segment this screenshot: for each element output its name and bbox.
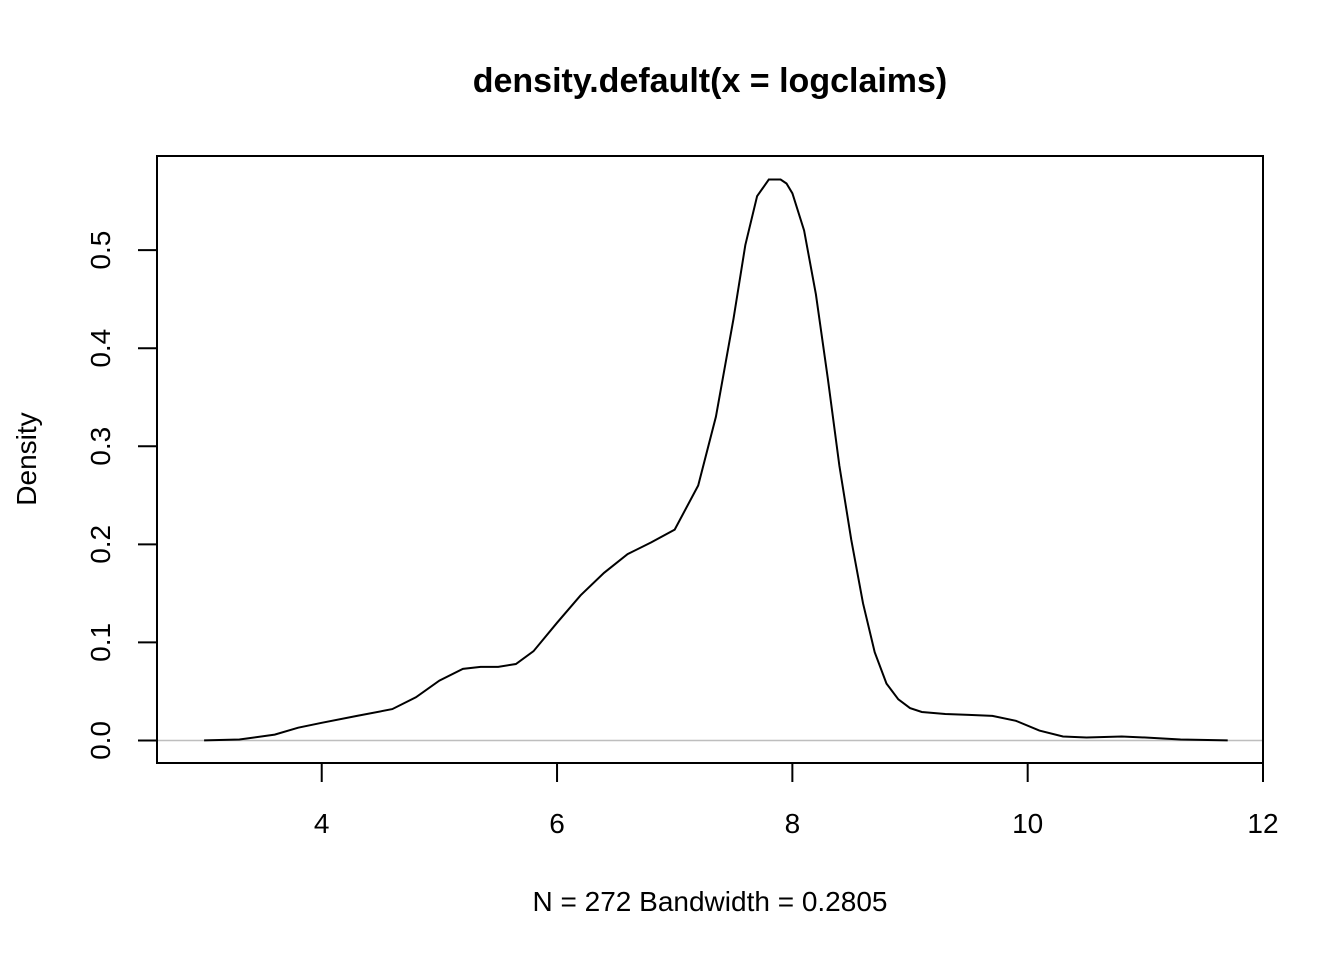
x-tick-label: 6 — [549, 808, 565, 839]
y-tick-label: 0.3 — [85, 427, 116, 466]
x-axis: 4 6 8 10 12 — [314, 762, 1279, 839]
density-curve — [204, 178, 1228, 742]
y-tick-label: 0.4 — [85, 329, 116, 368]
y-tick-label: 0.2 — [85, 525, 116, 564]
y-axis: 0.0 0.1 0.2 0.3 0.4 0.5 — [85, 231, 158, 760]
x-tick-label: 10 — [1012, 808, 1043, 839]
plot-frame — [156, 155, 1264, 764]
y-tick-label: 0.1 — [85, 623, 116, 662]
chart-title: density.default(x = logclaims) — [473, 62, 948, 100]
x-tick-label: 8 — [785, 808, 801, 839]
x-tick-label: 4 — [314, 808, 330, 839]
y-tick-label: 0.5 — [85, 231, 116, 270]
y-tick-label: 0.0 — [85, 721, 116, 760]
y-axis-label: Density — [11, 412, 42, 505]
x-axis-label: N = 272 Bandwidth = 0.2805 — [533, 886, 888, 917]
x-tick-label: 12 — [1247, 808, 1278, 839]
